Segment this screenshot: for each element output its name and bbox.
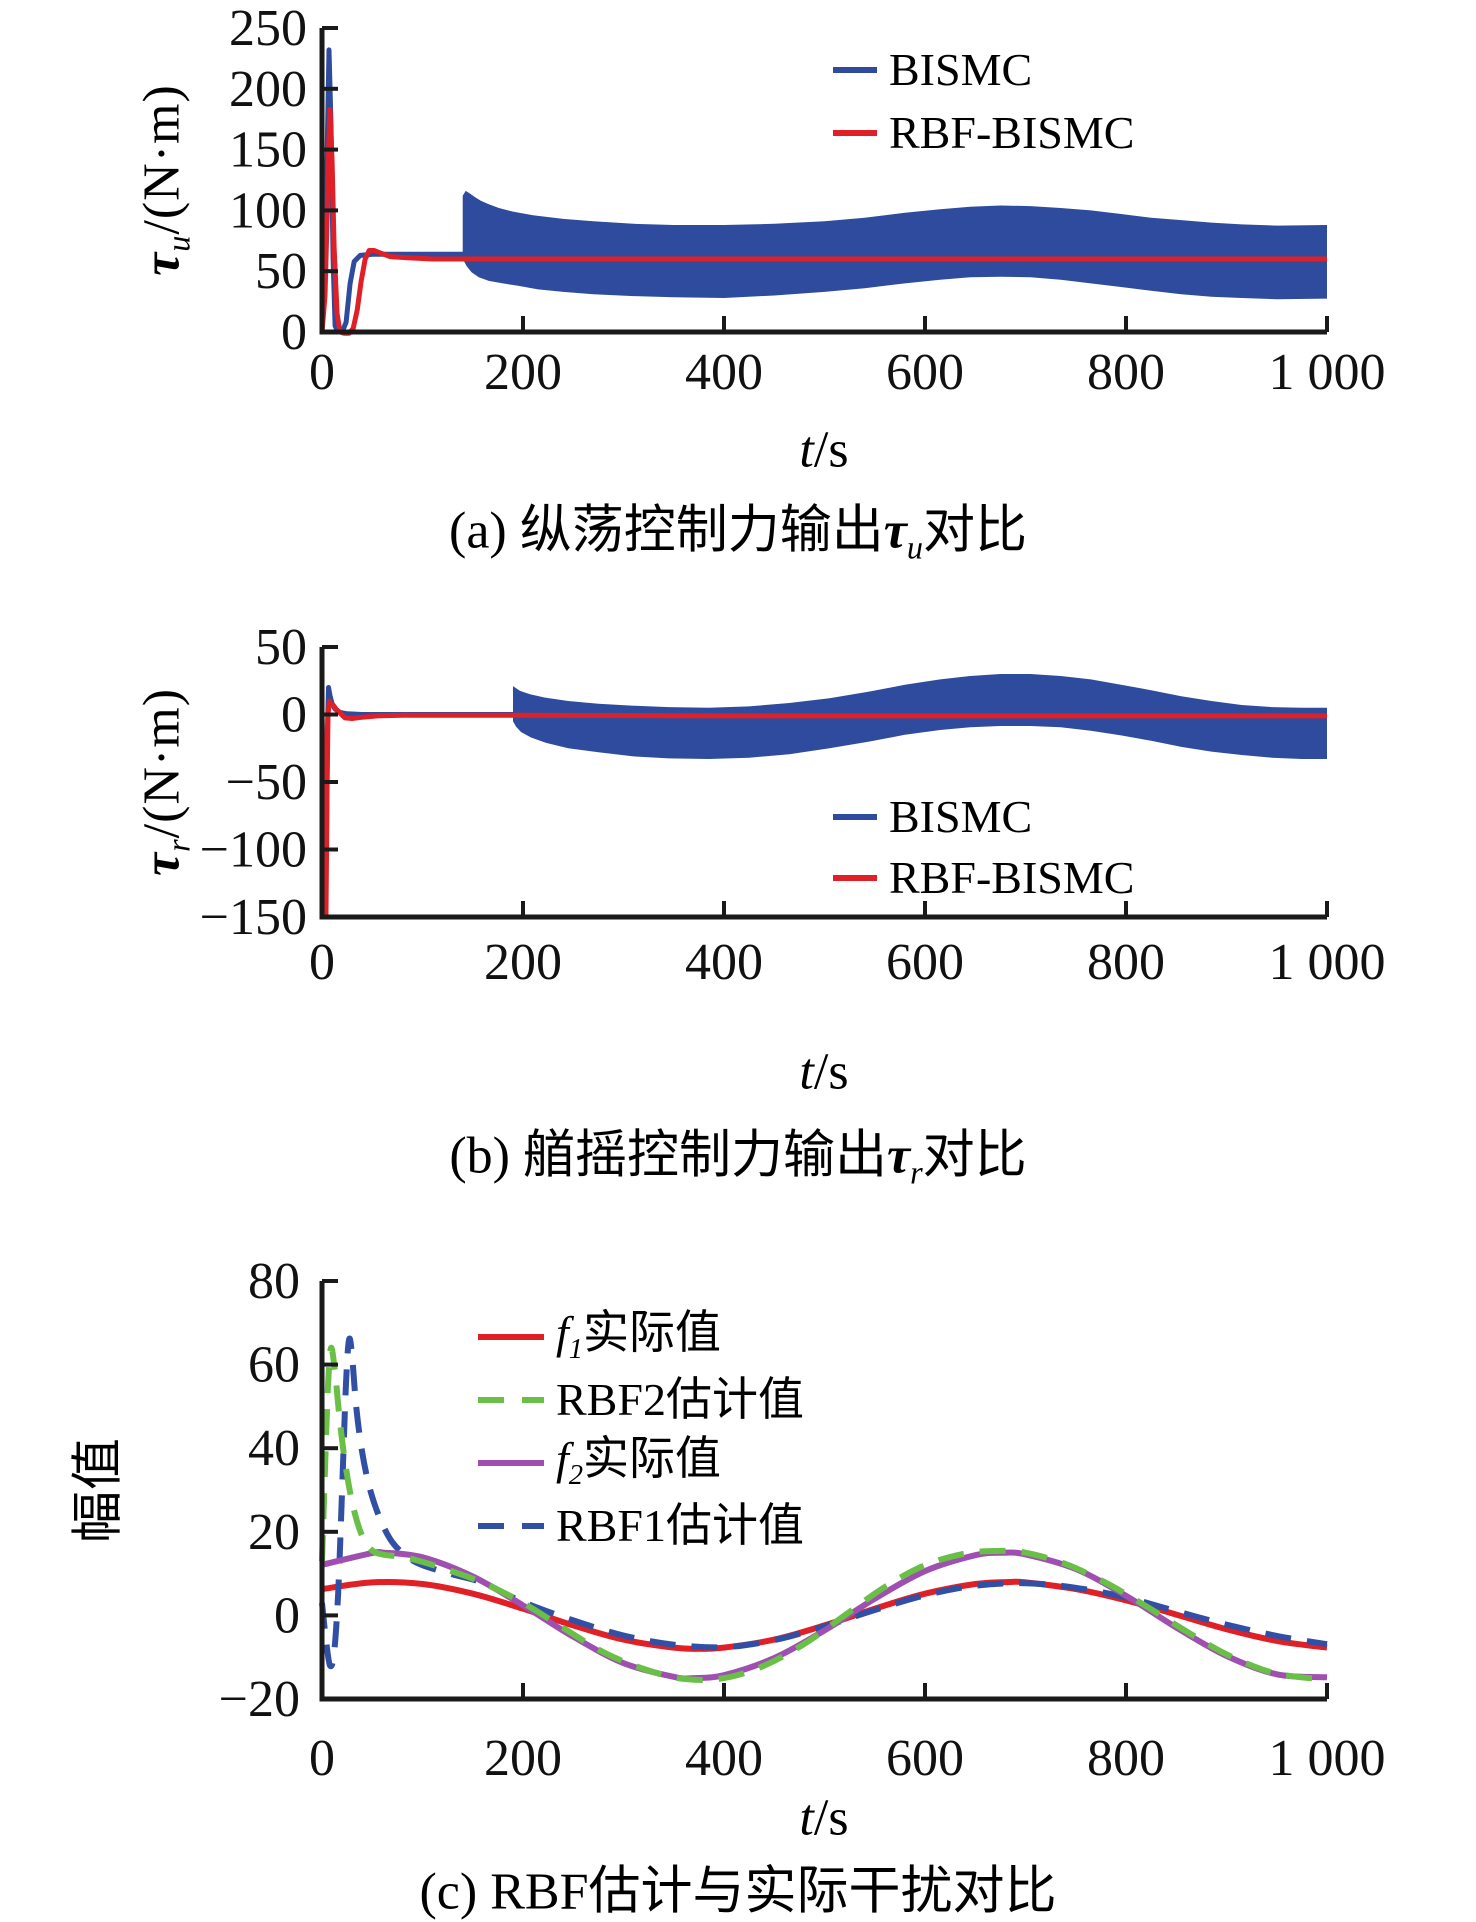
y-tick-label: 50: [255, 243, 307, 300]
y-tick-label: 250: [229, 0, 307, 57]
series-f1-actual: [321, 1578, 1328, 1652]
caption-b: (b) 艏摇控制力输出τr对比: [449, 1127, 1027, 1191]
x-tick-label: 1 000: [1269, 934, 1386, 991]
legend-key-dashed-line: [478, 1397, 544, 1403]
x-tick-label: 800: [1087, 934, 1165, 991]
x-tick-label: 600: [886, 344, 964, 401]
legend-item-RBF-BISMC: RBF-BISMC: [833, 110, 1134, 156]
y-tick-label: 0: [281, 687, 307, 744]
x-tick-label: 200: [484, 344, 562, 401]
y-tick-label: 40: [248, 1420, 300, 1477]
x-tick-label: 600: [886, 934, 964, 991]
legend-item-BISMC: BISMC: [833, 794, 1032, 840]
y-axis-label-c: 幅值: [70, 1436, 128, 1544]
axes-spines-b: [319, 647, 1327, 920]
y-tick-label: −50: [226, 754, 307, 811]
x-tick-label: 600: [886, 1730, 964, 1787]
caption-a: (a) 纵荡控制力输出τu对比: [449, 502, 1027, 566]
series-RBF2-estimate: [319, 1344, 1328, 1683]
y-tick-label: 80: [248, 1253, 300, 1310]
y-tick-label: 150: [229, 122, 307, 179]
legend-label: BISMC: [889, 791, 1033, 842]
legend-label: f2实际值: [556, 1432, 722, 1491]
x-tick-label: 800: [1087, 344, 1165, 401]
legend-key-solid-line: [833, 814, 877, 820]
y-tick-label: 60: [248, 1337, 300, 1394]
y-tick-label: −100: [200, 822, 307, 879]
axes-spines-c: [319, 1281, 1327, 1702]
legend-label: BISMC: [889, 44, 1033, 95]
x-tick-label: 1 000: [1269, 344, 1386, 401]
y-tick-label: −150: [200, 889, 307, 946]
x-axis-label-b: t/s: [799, 1043, 849, 1101]
x-tick-label: 200: [484, 934, 562, 991]
legend-label: RBF2估计值: [556, 1374, 804, 1425]
x-tick-label: 800: [1087, 1730, 1165, 1787]
x-tick-label: 0: [309, 344, 335, 401]
legend-key-solid-line: [833, 67, 877, 73]
series-RBF-BISMC: [319, 107, 1327, 336]
caption-c: (c) RBF估计与实际干扰对比: [419, 1863, 1057, 1921]
x-tick-label: 200: [484, 1730, 562, 1787]
x-tick-label: 0: [309, 934, 335, 991]
x-tick-label: 1 000: [1269, 1730, 1386, 1787]
legend-label: RBF-BISMC: [889, 107, 1135, 158]
legend-item-f1实际值: f1实际值: [478, 1309, 721, 1364]
series-BISMC: [319, 47, 465, 335]
y-tick-label: 20: [248, 1504, 300, 1561]
y-tick-label: −20: [219, 1671, 300, 1728]
series-RBF-BISMC: [319, 698, 1327, 920]
y-tick-label: 100: [229, 182, 307, 239]
legend-key-solid-line: [833, 130, 877, 136]
series-BISMC: [319, 685, 513, 920]
legend-item-RBF2估计值: RBF2估计值: [478, 1377, 804, 1423]
x-tick-label: 400: [685, 344, 763, 401]
x-axis-label-c: t/s: [799, 1789, 849, 1847]
y-axis-label-a: τu/(N·m): [133, 84, 197, 276]
legend-item-RBF1估计值: RBF1估计值: [478, 1503, 804, 1549]
x-tick-label: 400: [685, 1730, 763, 1787]
legend-item-f2实际值: f2实际值: [478, 1435, 721, 1490]
x-tick-label: 400: [685, 934, 763, 991]
legend-key-solid-line: [833, 875, 877, 881]
legend-key-solid-line: [478, 1460, 544, 1466]
x-tick-label: 0: [309, 1730, 335, 1787]
legend-label: f1实际值: [556, 1306, 722, 1365]
y-tick-label: 0: [274, 1587, 300, 1644]
series-BISMC-chatter-band: [462, 190, 1327, 300]
y-tick-label: 200: [229, 61, 307, 118]
legend-item-RBF-BISMC: RBF-BISMC: [833, 855, 1134, 901]
legend-label: RBF-BISMC: [889, 852, 1135, 903]
legend-key-solid-line: [478, 1334, 544, 1340]
y-tick-label: 50: [255, 619, 307, 676]
legend-key-dashed-line: [478, 1523, 544, 1529]
y-tick-label: 0: [281, 304, 307, 361]
legend-label: RBF1估计值: [556, 1500, 804, 1551]
y-axis-label-b: τr/(N·m): [133, 687, 197, 877]
x-axis-label-a: t/s: [799, 421, 849, 479]
legend-item-BISMC: BISMC: [833, 47, 1032, 93]
